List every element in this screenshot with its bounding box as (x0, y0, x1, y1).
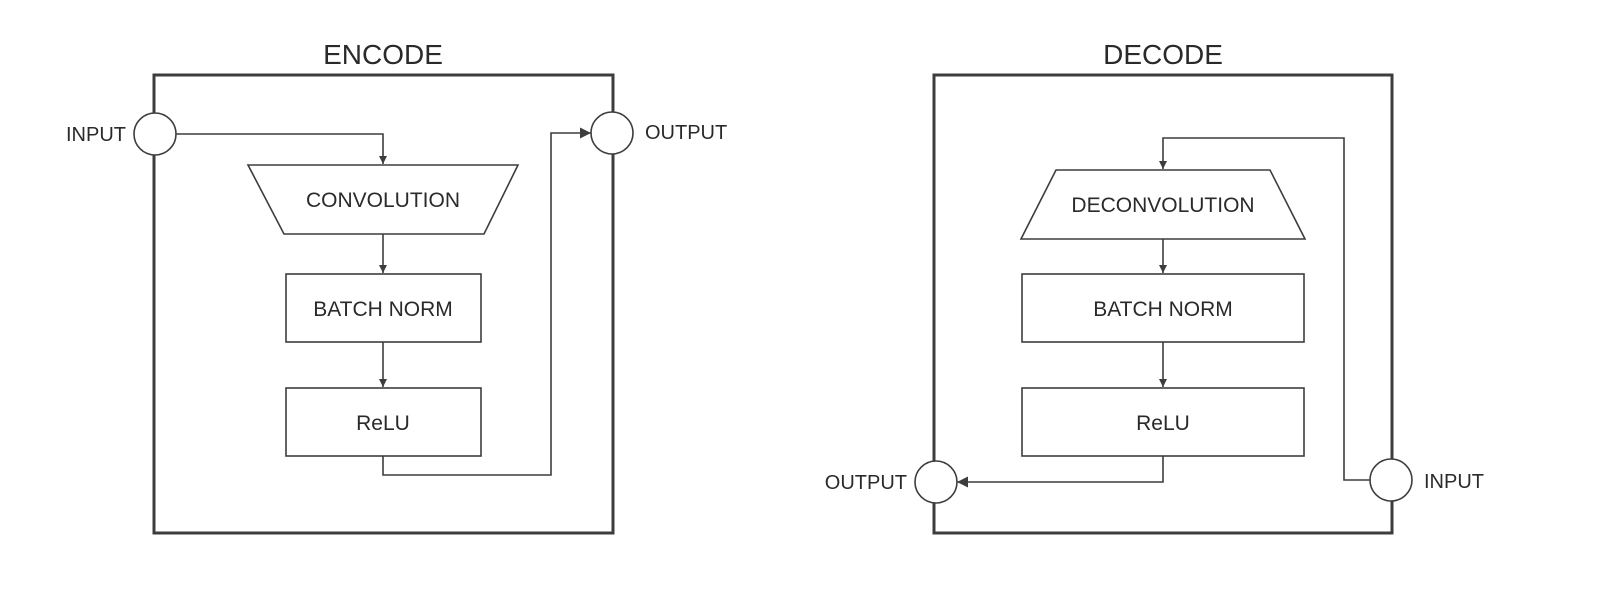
decode-input-port (1369, 458, 1413, 502)
decode-input-label: INPUT (1424, 471, 1484, 493)
encode-input-to-convolution-arrow (176, 133, 387, 164)
decode-batchnorm-block (1021, 273, 1305, 343)
decode-deconvolution-block (1019, 169, 1307, 240)
encode-relu-label: ReLU (356, 412, 410, 435)
decode-batchnorm-label: BATCH NORM (1093, 298, 1233, 321)
decode-relu-block (1021, 387, 1305, 457)
encode-batchnorm-block (285, 273, 482, 343)
decode-input-to-deconvolution-arrow (1159, 137, 1370, 481)
encode-convolution-label: CONVOLUTION (306, 189, 460, 212)
encode-frame (152, 73, 615, 535)
decode-output-label: OUTPUT (825, 472, 907, 494)
encode-convolution-block (246, 164, 520, 235)
decode-module: DECODE DECONVOLUTION BATCH NORM ReLU OUT… (825, 39, 1484, 535)
encode-output-label: OUTPUT (645, 122, 727, 144)
encode-relu-block (285, 387, 482, 457)
decode-output-port (914, 460, 958, 504)
decode-relu-to-output-arrow (957, 456, 1164, 488)
encode-module: ENCODE CONVOLUTION BATCH NORM ReLU INPUT… (66, 39, 727, 535)
encode-relu-to-output-arrow (382, 127, 591, 476)
encode-title: ENCODE (323, 39, 443, 70)
encode-batchnorm-label: BATCH NORM (313, 298, 453, 321)
decode-relu-label: ReLU (1136, 412, 1190, 435)
decode-frame (932, 73, 1394, 535)
encode-input-port (133, 112, 177, 156)
encode-input-label: INPUT (66, 124, 126, 146)
decode-title: DECODE (1103, 39, 1223, 70)
encode-output-port (590, 111, 634, 155)
decode-deconvolution-label: DECONVOLUTION (1071, 194, 1254, 217)
